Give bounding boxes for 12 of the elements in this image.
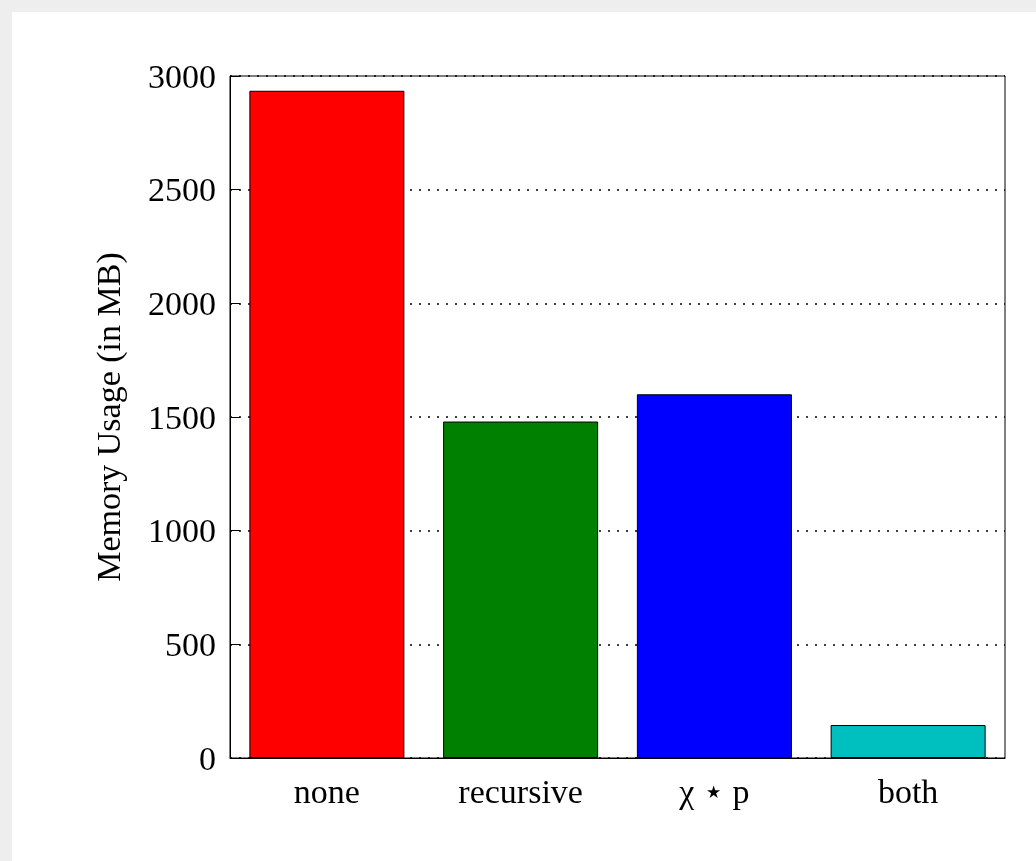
y-axis-title: Memory Usage (in MB) — [89, 252, 128, 582]
y-tick-label: 1000 — [148, 512, 216, 550]
y-tick-label: 1500 — [148, 398, 216, 436]
x-tick-label: χ ⋆ p — [678, 772, 750, 810]
y-tick-label: 500 — [165, 625, 216, 663]
y-tick-label: 3000 — [148, 57, 216, 95]
y-tick-label: 2000 — [148, 284, 216, 322]
x-tick-label: none — [293, 772, 360, 810]
x-tick-label: recursive — [458, 772, 583, 810]
x-tick-label: both — [877, 772, 939, 810]
y-tick-label: 0 — [199, 739, 216, 777]
y-tick-label: 2500 — [148, 171, 216, 209]
